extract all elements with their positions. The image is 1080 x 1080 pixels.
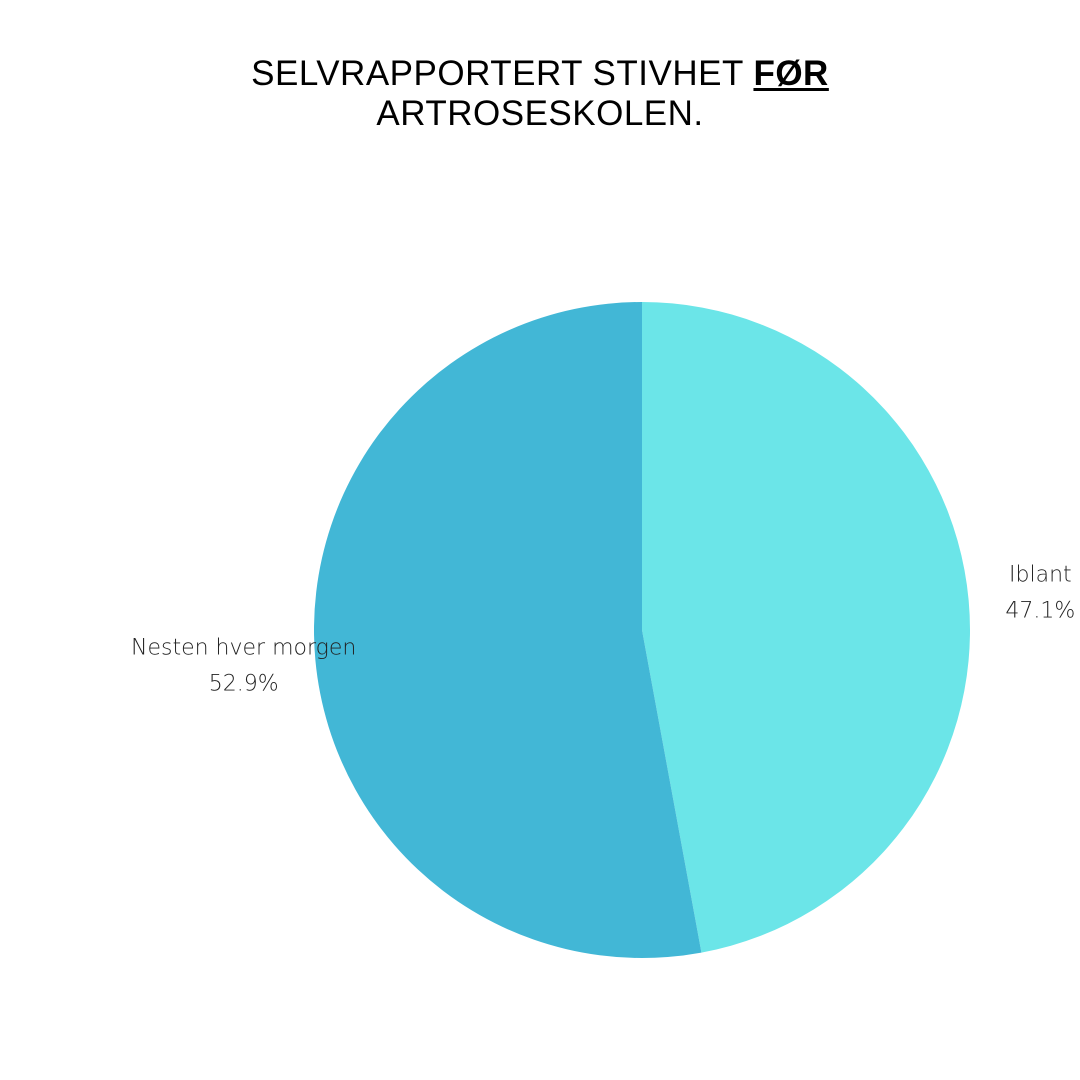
slice-value-label: 52.9% <box>209 671 279 696</box>
pie-slice-1 <box>642 302 970 953</box>
chart-title-emphasis: FØR <box>753 54 829 93</box>
pie-slice-2 <box>313 302 702 959</box>
slice-label-2: Nesten hver morgen 52.9% <box>131 635 356 696</box>
chart-title-line-1: SELVRAPPORTERT STIVHET FØR <box>0 54 1080 94</box>
chart-title-text: SELVRAPPORTERT STIVHET <box>251 54 754 93</box>
chart-title-line-2: ARTROSESKOLEN. <box>376 94 704 133</box>
slice-category-label: Iblant <box>1009 563 1072 588</box>
chart-title: SELVRAPPORTERT STIVHET FØR ARTROSESKOLEN… <box>0 54 1080 134</box>
slice-category-label: Nesten hver morgen <box>131 635 356 660</box>
slice-value-label: 47.1% <box>1005 599 1075 624</box>
slice-label-1: Iblant 47.1% <box>1005 563 1075 624</box>
